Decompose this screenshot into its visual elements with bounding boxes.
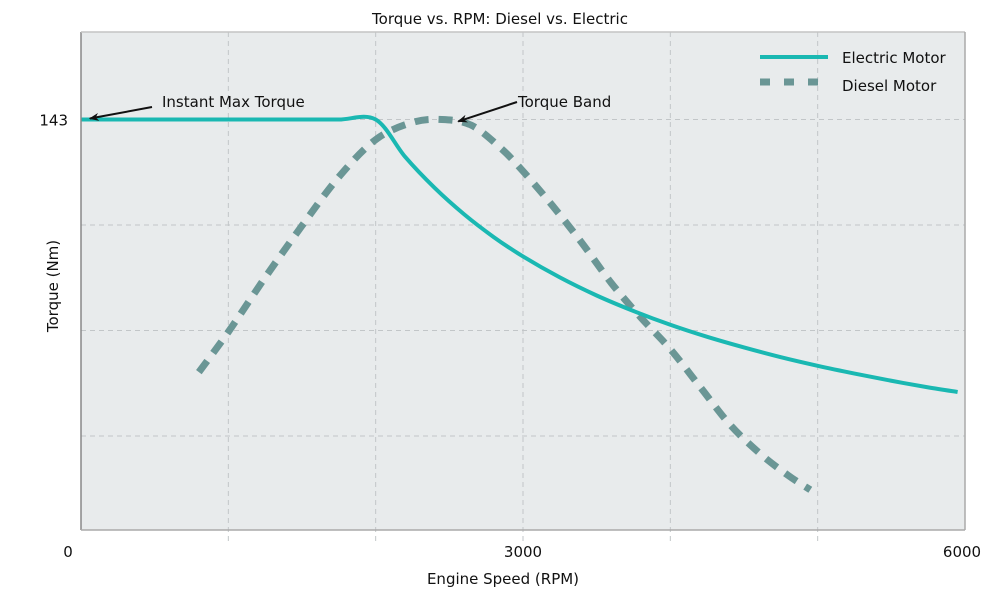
series-line-electric-motor — [80, 114, 958, 394]
annotation-torque-band: Torque Band — [517, 93, 611, 111]
x-tick-label: 6000 — [943, 543, 981, 561]
x-tick-label: 3000 — [504, 543, 542, 561]
y-tick-labels: 143 — [39, 112, 68, 130]
x-tick-label: 0 — [63, 543, 73, 561]
annotations: Instant Max Torque Torque Band — [88, 93, 611, 123]
chart-title: Torque vs. RPM: Diesel vs. Electric — [371, 10, 628, 28]
annotation-instant-max-torque: Instant Max Torque — [162, 93, 305, 111]
x-tick-labels: 0 3000 6000 — [63, 543, 981, 561]
y-axis-label: Torque (Nm) — [44, 240, 62, 333]
legend: Electric Motor Diesel Motor — [760, 49, 947, 95]
y-tick-label: 143 — [39, 112, 68, 130]
axes — [80, 31, 966, 531]
legend-label-electric: Electric Motor — [842, 49, 947, 67]
legend-label-diesel: Diesel Motor — [842, 77, 937, 95]
annotation-arrow — [88, 106, 153, 121]
annotation-arrow — [457, 101, 518, 123]
series-line-diesel-motor — [196, 115, 813, 493]
x-axis-label: Engine Speed (RPM) — [427, 570, 579, 588]
gridlines — [81, 32, 965, 542]
series-layer — [80, 114, 958, 493]
